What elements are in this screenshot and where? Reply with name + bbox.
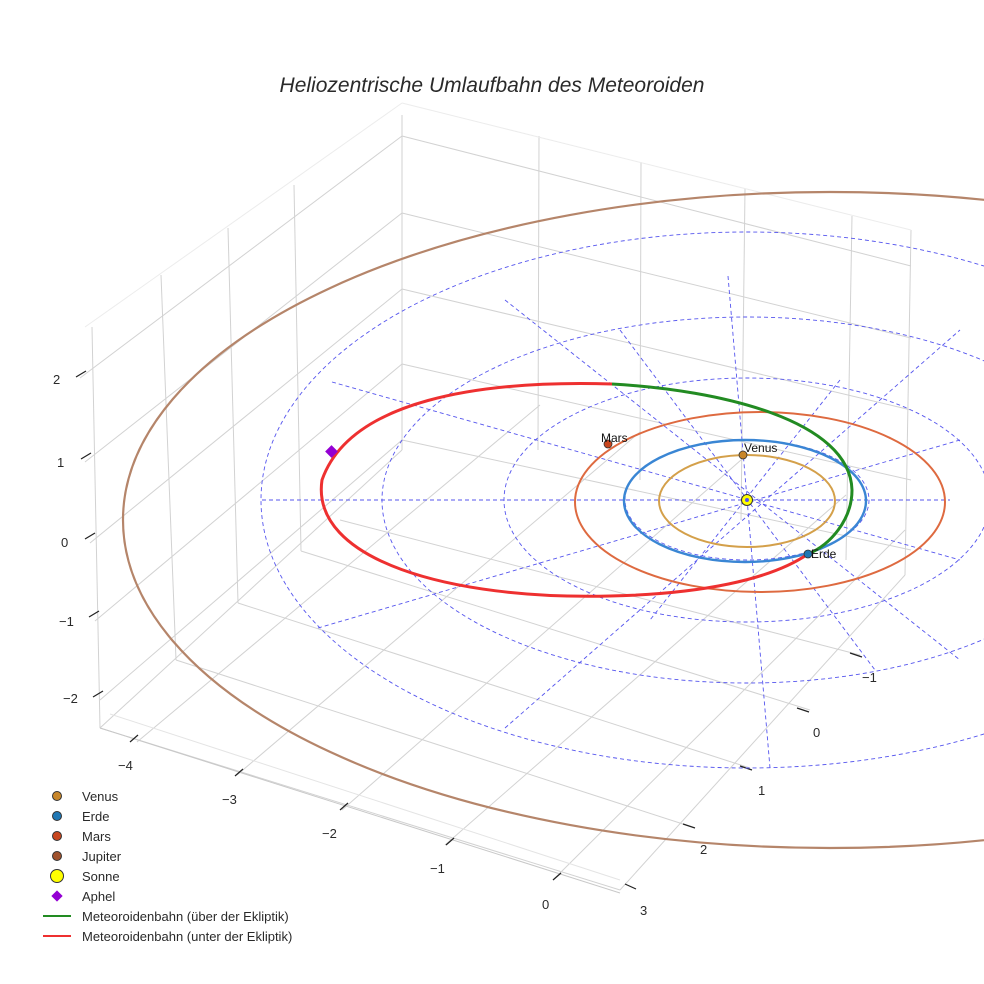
legend-item-venus[interactable]: Venus bbox=[38, 786, 292, 806]
polar-grid bbox=[260, 231, 984, 769]
z-tick-label: 2 bbox=[53, 372, 60, 387]
legend-label: Meteoroidenbahn (über der Ekliptik) bbox=[82, 908, 289, 924]
mars-dot-icon bbox=[52, 831, 62, 841]
z-tick-label: −2 bbox=[63, 691, 78, 706]
legend-label: Venus bbox=[82, 788, 119, 804]
y-axis-tick-labels: 2 1 0 −1 bbox=[700, 670, 877, 857]
legend-item-erde[interactable]: Erde bbox=[38, 806, 292, 826]
venus-marker[interactable] bbox=[738, 450, 748, 460]
jupiter-orbit bbox=[122, 190, 984, 850]
legend-label: Aphel bbox=[82, 888, 116, 904]
diamond-icon bbox=[51, 890, 63, 902]
erde-orbit bbox=[622, 438, 868, 564]
x-tick-label: −2 bbox=[322, 826, 337, 841]
z-tick-label: −1 bbox=[59, 614, 74, 629]
legend-item-aphel[interactable]: Aphel bbox=[38, 886, 292, 906]
mars-marker[interactable] bbox=[603, 439, 613, 449]
legend-item-meteoroid-below[interactable]: Meteoroidenbahn (unter der Ekliptik) bbox=[38, 926, 292, 946]
legend-label: Mars bbox=[82, 828, 111, 844]
mars-label: Mars bbox=[601, 431, 628, 445]
legend-label: Jupiter bbox=[82, 848, 122, 864]
venus-dot-icon bbox=[52, 791, 62, 801]
meteoroid-orbit-below bbox=[319, 382, 809, 598]
z-tick-label: 1 bbox=[57, 455, 64, 470]
z-tick-label: 0 bbox=[61, 535, 68, 550]
sun-icon bbox=[50, 869, 64, 883]
y-tick-label: −1 bbox=[862, 670, 877, 685]
erde-label: Erde bbox=[811, 547, 837, 561]
legend: Venus Erde Mars Jupiter Sonne Aphel Mete… bbox=[38, 786, 292, 946]
legend-item-mars[interactable]: Mars bbox=[38, 826, 292, 846]
x-axis-tick-labels: −4 −3 −2 −1 0 3 bbox=[118, 758, 647, 918]
legend-item-sonne[interactable]: Sonne bbox=[38, 866, 292, 886]
sun-marker[interactable] bbox=[741, 494, 753, 506]
legend-item-meteoroid-above[interactable]: Meteoroidenbahn (über der Ekliptik) bbox=[38, 906, 292, 926]
erde-marker[interactable] bbox=[803, 549, 813, 559]
x-tick-label: −4 bbox=[118, 758, 133, 773]
tick-marks bbox=[75, 370, 863, 890]
x-tick-label: 0 bbox=[542, 897, 549, 912]
x-tick-label: 3 bbox=[640, 903, 647, 918]
green-line-icon bbox=[43, 914, 71, 918]
venus-label: Venus bbox=[744, 441, 777, 455]
y-tick-label: 1 bbox=[758, 783, 765, 798]
legend-label: Erde bbox=[82, 808, 110, 824]
jupiter-dot-icon bbox=[52, 851, 62, 861]
legend-item-jupiter[interactable]: Jupiter bbox=[38, 846, 292, 866]
legend-label: Sonne bbox=[82, 868, 120, 884]
mars-orbit bbox=[574, 411, 946, 593]
meteoroid-orbit-above bbox=[611, 382, 854, 556]
red-line-icon bbox=[43, 934, 71, 938]
x-tick-label: −1 bbox=[430, 861, 445, 876]
legend-label: Meteoroidenbahn (unter der Ekliptik) bbox=[82, 928, 293, 944]
chart-title: Heliozentrische Umlaufbahn des Meteoroid… bbox=[279, 74, 705, 97]
svg-text:2: 2 bbox=[700, 842, 707, 857]
y-tick-label: 0 bbox=[813, 725, 820, 740]
z-axis-tick-labels: 2 1 0 −1 −2 bbox=[53, 372, 78, 706]
erde-dot-icon bbox=[52, 811, 62, 821]
x-tick-label: −3 bbox=[222, 792, 237, 807]
axis-grid bbox=[79, 102, 912, 894]
aphel-marker[interactable] bbox=[325, 445, 338, 458]
